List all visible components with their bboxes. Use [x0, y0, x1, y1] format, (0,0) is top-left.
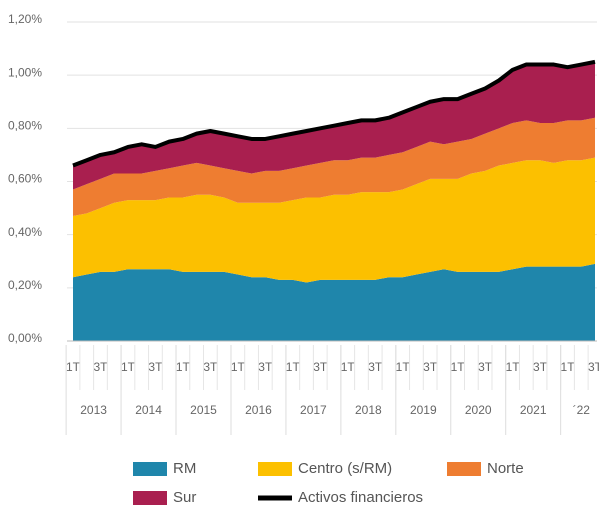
year-label: 2016 [245, 403, 272, 417]
legend-swatch [258, 495, 292, 501]
year-label: 2019 [410, 403, 437, 417]
legend-label: RM [173, 460, 196, 477]
x-tick-label: 1T [341, 360, 356, 374]
x-tick-label: 1T [506, 360, 521, 374]
x-tick-label: 3T [93, 360, 108, 374]
legend-swatch [133, 462, 167, 476]
x-tick-label: 1T [396, 360, 411, 374]
year-label: 2020 [465, 403, 492, 417]
year-label: 2018 [355, 403, 382, 417]
x-tick-label: 1T [286, 360, 301, 374]
x-tick-label: 1T [176, 360, 191, 374]
year-label: 2021 [520, 403, 547, 417]
year-label: 2017 [300, 403, 327, 417]
x-tick-label: 1T [66, 360, 81, 374]
y-tick-label: 0,40% [8, 225, 42, 239]
x-tick-label: 3T [368, 360, 383, 374]
x-tick-label: 3T [423, 360, 438, 374]
year-label: 2013 [80, 403, 107, 417]
x-tick-label: 3T [258, 360, 273, 374]
x-tick-label: 1T [561, 360, 576, 374]
x-tick-label: 3T [588, 360, 599, 374]
y-tick-label: 1,20% [8, 12, 42, 26]
x-tick-label: 3T [203, 360, 218, 374]
area [73, 157, 595, 283]
x-tick-label: 1T [121, 360, 136, 374]
x-tick-label: 3T [533, 360, 548, 374]
legend-label: Centro (s/RM) [298, 460, 392, 477]
year-label: ´22 [573, 403, 591, 417]
year-label: 2015 [190, 403, 217, 417]
legend-swatch [258, 462, 292, 476]
y-tick-label: 0,20% [8, 278, 42, 292]
legend-swatch [133, 491, 167, 505]
x-tick-label: 3T [478, 360, 493, 374]
legend: RM Centro (s/RM) Norte Sur Activos financier… [133, 460, 524, 506]
y-tick-label: 0,60% [8, 172, 42, 186]
x-tick-label: 3T [148, 360, 163, 374]
legend-label: Sur [173, 489, 196, 506]
y-tick-label: 1,00% [8, 65, 42, 79]
year-label: 2014 [135, 403, 162, 417]
x-tick-label: 3T [313, 360, 328, 374]
legend-label: Norte [487, 460, 524, 477]
y-tick-label: 0,80% [8, 119, 42, 133]
x-tick-label: 1T [231, 360, 246, 374]
line [72, 59, 596, 168]
legend-swatch [447, 462, 481, 476]
legend-label: Activos financieros [298, 489, 423, 506]
area [73, 263, 595, 341]
y-tick-label: 0,00% [8, 331, 42, 345]
x-tick-label: 1T [451, 360, 466, 374]
area [73, 117, 595, 217]
